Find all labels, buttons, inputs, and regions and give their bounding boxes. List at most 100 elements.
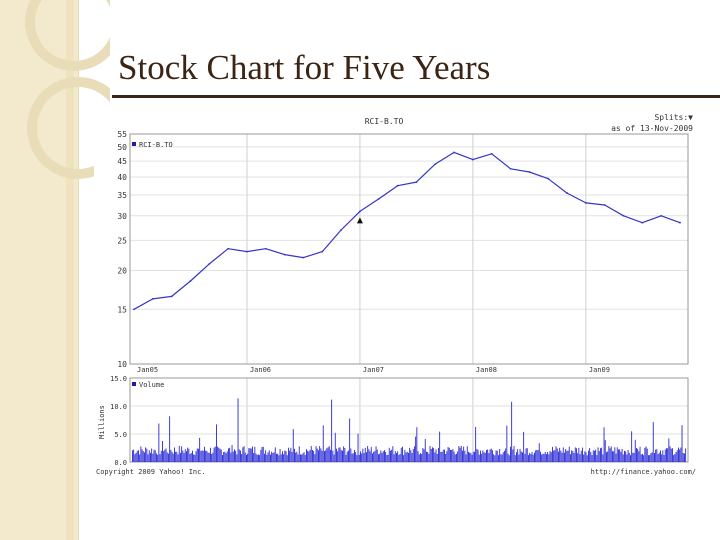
volume-bar: [243, 446, 245, 462]
volume-bar: [220, 449, 222, 462]
volume-bar: [588, 450, 589, 462]
volume-bar: [573, 453, 575, 462]
volume-bar: [456, 453, 457, 462]
chart-title: RCI-B.TO: [365, 117, 404, 126]
split-marker-icon: [356, 217, 363, 224]
volume-bar: [228, 448, 229, 462]
volume-bar: [175, 451, 177, 462]
volume-bar: [294, 448, 295, 462]
volume-bar: [549, 451, 551, 462]
volume-bar: [532, 454, 534, 462]
volume-bar: [247, 453, 249, 462]
volume-bar: [278, 455, 280, 462]
volume-bar: [268, 450, 270, 462]
source-url: http://finance.yahoo.com/: [591, 468, 696, 476]
volume-bar: [453, 451, 455, 462]
volume-bar: [134, 454, 136, 462]
volume-bar: [571, 450, 573, 462]
volume-bar: [374, 451, 376, 462]
volume-bar: [454, 454, 456, 462]
volume-bar: [199, 437, 201, 462]
volume-bar: [525, 448, 527, 462]
volume-bar: [507, 453, 509, 462]
volume-bar: [223, 452, 225, 462]
volume-bar: [159, 454, 161, 462]
price-point: [528, 171, 531, 173]
volume-bar: [657, 454, 659, 462]
volume-bar: [254, 446, 256, 462]
x-tick-label: Jan05: [137, 366, 158, 374]
volume-bar: [464, 450, 466, 462]
volume-bar: [297, 454, 299, 462]
volume-bar: [518, 454, 520, 462]
volume-bar: [189, 453, 191, 462]
volume-bar: [286, 455, 288, 462]
price-point: [340, 229, 343, 231]
volume-bar: [492, 450, 493, 462]
volume-bar: [640, 454, 642, 462]
volume-bar: [667, 448, 669, 462]
volume-bar: [396, 453, 397, 462]
volume-bar: [322, 425, 324, 462]
volume-bar: [468, 451, 469, 462]
volume-bar: [290, 447, 292, 462]
volume-bar: [450, 450, 451, 462]
volume-bar: [400, 447, 402, 462]
volume-bar: [181, 446, 183, 462]
volume-bar: [446, 451, 448, 462]
volume-y-tick-label: 10.0: [110, 403, 127, 411]
volume-bar: [289, 450, 291, 462]
volume-bar: [238, 449, 240, 462]
price-point: [302, 256, 305, 259]
title-rule: [112, 95, 720, 98]
volume-legend-swatch: [132, 382, 136, 386]
volume-bar: [182, 450, 184, 462]
volume-bar: [298, 446, 300, 462]
volume-bar: [264, 453, 265, 462]
volume-bar: [153, 449, 155, 462]
volume-bar: [559, 447, 561, 462]
volume-bar: [345, 454, 347, 462]
volume-bar: [604, 440, 606, 462]
volume-bar: [529, 452, 531, 462]
volume-bar: [301, 454, 303, 462]
volume-bar: [466, 446, 468, 462]
volume-bar: [528, 455, 529, 462]
volume-bar: [478, 454, 480, 462]
volume-bar: [296, 451, 298, 462]
volume-bar: [160, 450, 162, 462]
price-legend-label: RCI-B.TO: [139, 141, 173, 149]
volume-bar: [325, 450, 327, 462]
volume-bar: [140, 446, 142, 462]
volume-bar: [187, 447, 189, 462]
volume-bar: [319, 446, 321, 462]
volume-bar: [421, 453, 423, 462]
volume-bar: [138, 450, 139, 462]
volume-bar: [548, 454, 550, 462]
volume-bar: [585, 452, 587, 462]
volume-bar: [670, 448, 672, 462]
volume-bar: [500, 454, 502, 462]
volume-bar: [224, 451, 226, 462]
volume-bar: [273, 452, 275, 462]
volume-bar: [136, 450, 138, 462]
volume-bar: [250, 448, 252, 462]
volume-bar: [266, 454, 268, 462]
volume-bar: [550, 452, 552, 462]
volume-bar: [397, 451, 399, 462]
volume-bar: [458, 446, 460, 462]
volume-bar: [174, 447, 175, 462]
volume-bar: [259, 455, 261, 462]
volume-bar: [381, 452, 383, 462]
volume-bar: [547, 452, 549, 462]
volume-bar: [370, 446, 372, 462]
volume-bar: [534, 452, 535, 462]
volume-bar: [429, 446, 431, 462]
volume-bar: [600, 448, 601, 462]
volume-bar: [634, 439, 636, 462]
volume-bar: [516, 452, 517, 462]
volume-bar: [679, 449, 681, 462]
volume-bar: [361, 453, 363, 462]
volume-bar: [486, 450, 487, 462]
volume-bar: [423, 449, 425, 462]
